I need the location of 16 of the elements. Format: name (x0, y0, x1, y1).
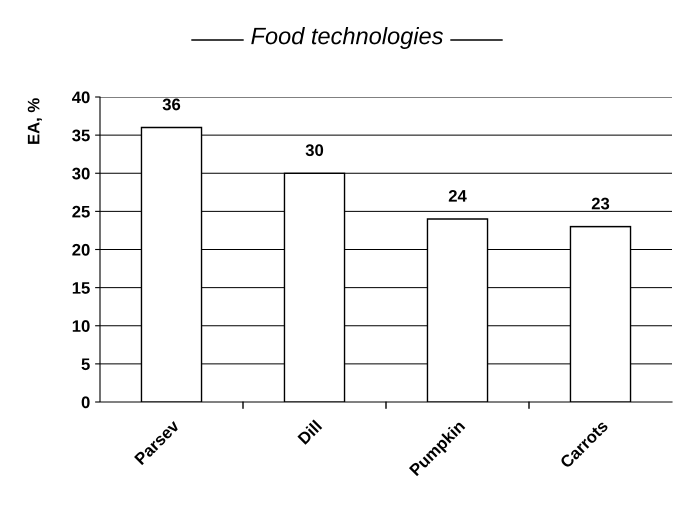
chart-title: Food technologies (251, 26, 444, 50)
y-tick-label: 40 (72, 91, 90, 104)
y-tick-label: 15 (72, 282, 90, 294)
y-tick-label: 20 (72, 244, 90, 256)
data-label: 30 (306, 144, 324, 156)
x-tick-label: Dill (296, 420, 322, 445)
y-tick-label: 0 (82, 396, 90, 408)
y-tick-label: 25 (72, 206, 90, 218)
y-tick-label: 10 (72, 320, 90, 332)
y-tick-label: 35 (72, 130, 90, 142)
data-label: 24 (448, 190, 467, 202)
y-tick-label: 5 (82, 358, 90, 370)
data-label: 36 (162, 98, 180, 110)
y-tick-label: 30 (72, 168, 90, 180)
data-label: 23 (592, 198, 610, 210)
y-axis-title: EA, % (28, 98, 42, 144)
